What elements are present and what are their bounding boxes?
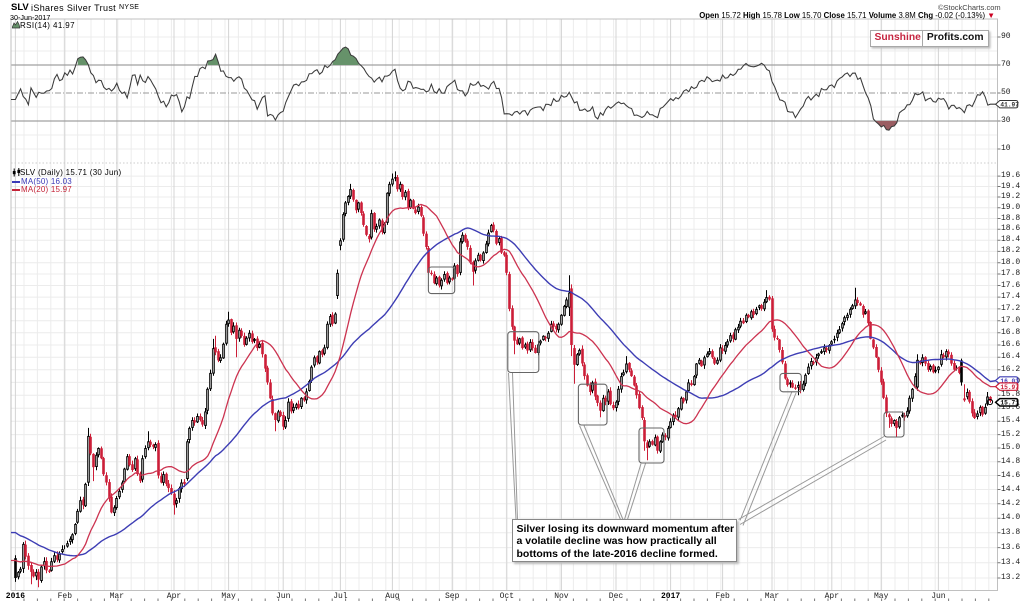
svg-text:15.97: 15.97 xyxy=(1000,384,1019,391)
svg-text:15.71: 15.71 xyxy=(1000,400,1019,407)
svg-text:16.03: 16.03 xyxy=(1000,378,1019,385)
svg-text:41.97: 41.97 xyxy=(1000,102,1019,109)
